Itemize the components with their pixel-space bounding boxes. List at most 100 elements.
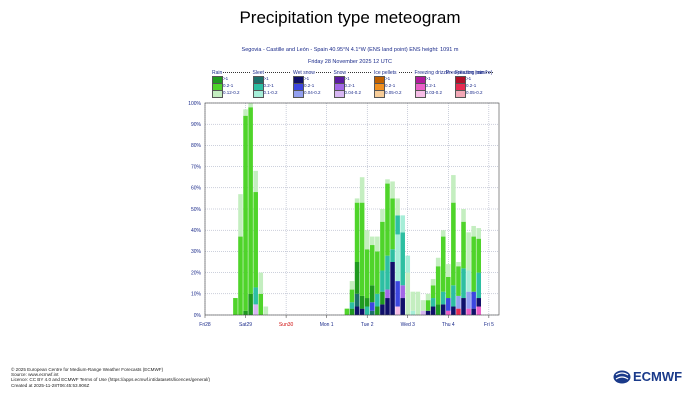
legend-group-title: Rain	[211, 70, 224, 76]
bar-segment	[349, 289, 355, 303]
bar-segment	[248, 107, 253, 294]
legend-group-header: Freezing rain	[454, 70, 493, 79]
bar-segment	[466, 270, 471, 292]
x-tick-label: Wed 3	[401, 322, 416, 328]
bar-segment	[466, 291, 471, 309]
y-tick-label: 100%	[188, 101, 201, 107]
legend-group-title: Freezing drizzle	[413, 70, 451, 76]
bar-segment	[446, 276, 451, 299]
bar-segment	[243, 115, 248, 311]
y-tick-label: 80%	[191, 143, 202, 149]
bar-segment	[238, 236, 243, 315]
footer-source: Source: www.ecmwf.int	[11, 372, 59, 378]
bar-segment	[253, 287, 258, 305]
legend-swatch	[333, 90, 345, 98]
bar-segment	[471, 291, 476, 309]
legend-label: 0.2-1	[385, 83, 396, 88]
legend-label: 0.2-1	[344, 83, 355, 88]
legend-label: >1	[223, 76, 229, 81]
bar-segment	[420, 300, 426, 311]
legend-swatch	[212, 90, 223, 98]
bar-segment	[446, 264, 451, 277]
bar-segment	[456, 308, 461, 315]
bar-segment	[380, 291, 385, 305]
bar-segment	[344, 308, 350, 315]
y-tick-label: 50%	[191, 207, 202, 213]
legend-group-title: Sleet	[251, 70, 265, 76]
bar-segment	[476, 306, 482, 315]
legend-group-header: Rain	[211, 70, 250, 79]
bar-segment	[420, 310, 426, 315]
legend-label: >1	[304, 76, 310, 81]
bar-segment	[395, 281, 400, 307]
y-tick-label: 20%	[191, 270, 202, 276]
legend-label: 0.2-1	[425, 83, 436, 88]
bar-segment	[354, 202, 360, 262]
footer: © 2025 European Centre for Medium-Range …	[11, 367, 210, 388]
bar-segment	[440, 304, 446, 315]
bar-segment	[430, 298, 436, 307]
bar-segment	[425, 310, 431, 315]
bar-segment	[354, 262, 360, 294]
legend-group-header: Snow	[332, 70, 371, 79]
legend-label: 0.04-0.2	[304, 90, 321, 95]
bar-segment	[435, 304, 441, 315]
y-tick-label: 10%	[191, 292, 202, 298]
bar-segment	[349, 281, 355, 290]
bar-segment	[440, 230, 446, 237]
bar-segment	[364, 298, 370, 307]
bar-segment	[461, 221, 466, 269]
bar-segment	[248, 103, 253, 108]
bar-segment	[349, 308, 355, 315]
legend-label: 0.05-0.2	[466, 90, 483, 95]
bar-segment	[354, 293, 360, 307]
x-tick-label: Fri 5	[484, 322, 494, 328]
bar-segment	[461, 298, 466, 315]
legend-swatch	[374, 90, 385, 98]
bar-segment	[456, 266, 461, 296]
bar-segment	[476, 228, 482, 239]
y-tick-label: 40%	[191, 228, 202, 234]
bar-segment	[263, 306, 269, 315]
bar-segment	[476, 272, 482, 299]
legend-group-header: Sleet	[251, 70, 290, 79]
legend-group-title: Freezing rain	[454, 70, 486, 76]
bar-segment	[395, 198, 400, 216]
bar-segment	[471, 308, 476, 315]
bar-segment	[385, 179, 390, 184]
bar-segment	[248, 293, 253, 315]
bar-segment	[461, 268, 466, 299]
bar-segment	[354, 198, 360, 203]
bar-segment	[430, 306, 436, 315]
bar-segment	[364, 306, 370, 315]
legend-group-title: Wet snow	[292, 70, 316, 76]
legend-label: >1	[344, 76, 350, 81]
bar-segment	[238, 194, 243, 237]
bar-segment	[451, 285, 456, 307]
legend-label: 0.04-0.2	[344, 90, 362, 95]
x-tick-label: Thu 4	[442, 322, 455, 328]
footer-created: Created at 2025-11-28T06:45:53.906Z	[11, 382, 90, 388]
legend: Rain >1 0.2-1 0.12-0.2 Sleet >1 0.2-1 0.1-0.2 We…	[211, 70, 501, 98]
legend-group-title: Ice pellets	[373, 70, 398, 76]
legend-label: >1	[263, 76, 269, 81]
x-tick-label: Sat29	[239, 322, 252, 328]
y-tick-label: 30%	[191, 249, 202, 255]
bar-segment	[385, 255, 390, 290]
ecmwf-logo[interactable]: ECMWF	[613, 369, 693, 385]
bar-segment	[461, 209, 466, 222]
bar-segment	[390, 181, 395, 199]
bar-segment	[375, 236, 380, 252]
bar-segment	[400, 298, 405, 315]
legend-label: >1	[466, 76, 472, 81]
bar-segment	[369, 285, 375, 303]
legend-swatch	[455, 90, 466, 98]
bar-segment	[359, 295, 365, 309]
bar-segment	[375, 251, 380, 294]
bar-segment	[385, 298, 390, 315]
legend-label: 0.1-0.2	[263, 90, 278, 95]
bar-segment	[446, 298, 451, 311]
bar-segment	[400, 285, 405, 299]
chart-subtitle-location: Segovia - Castille and León - Spain 40.9…	[241, 47, 459, 53]
bar-segment	[471, 236, 476, 292]
